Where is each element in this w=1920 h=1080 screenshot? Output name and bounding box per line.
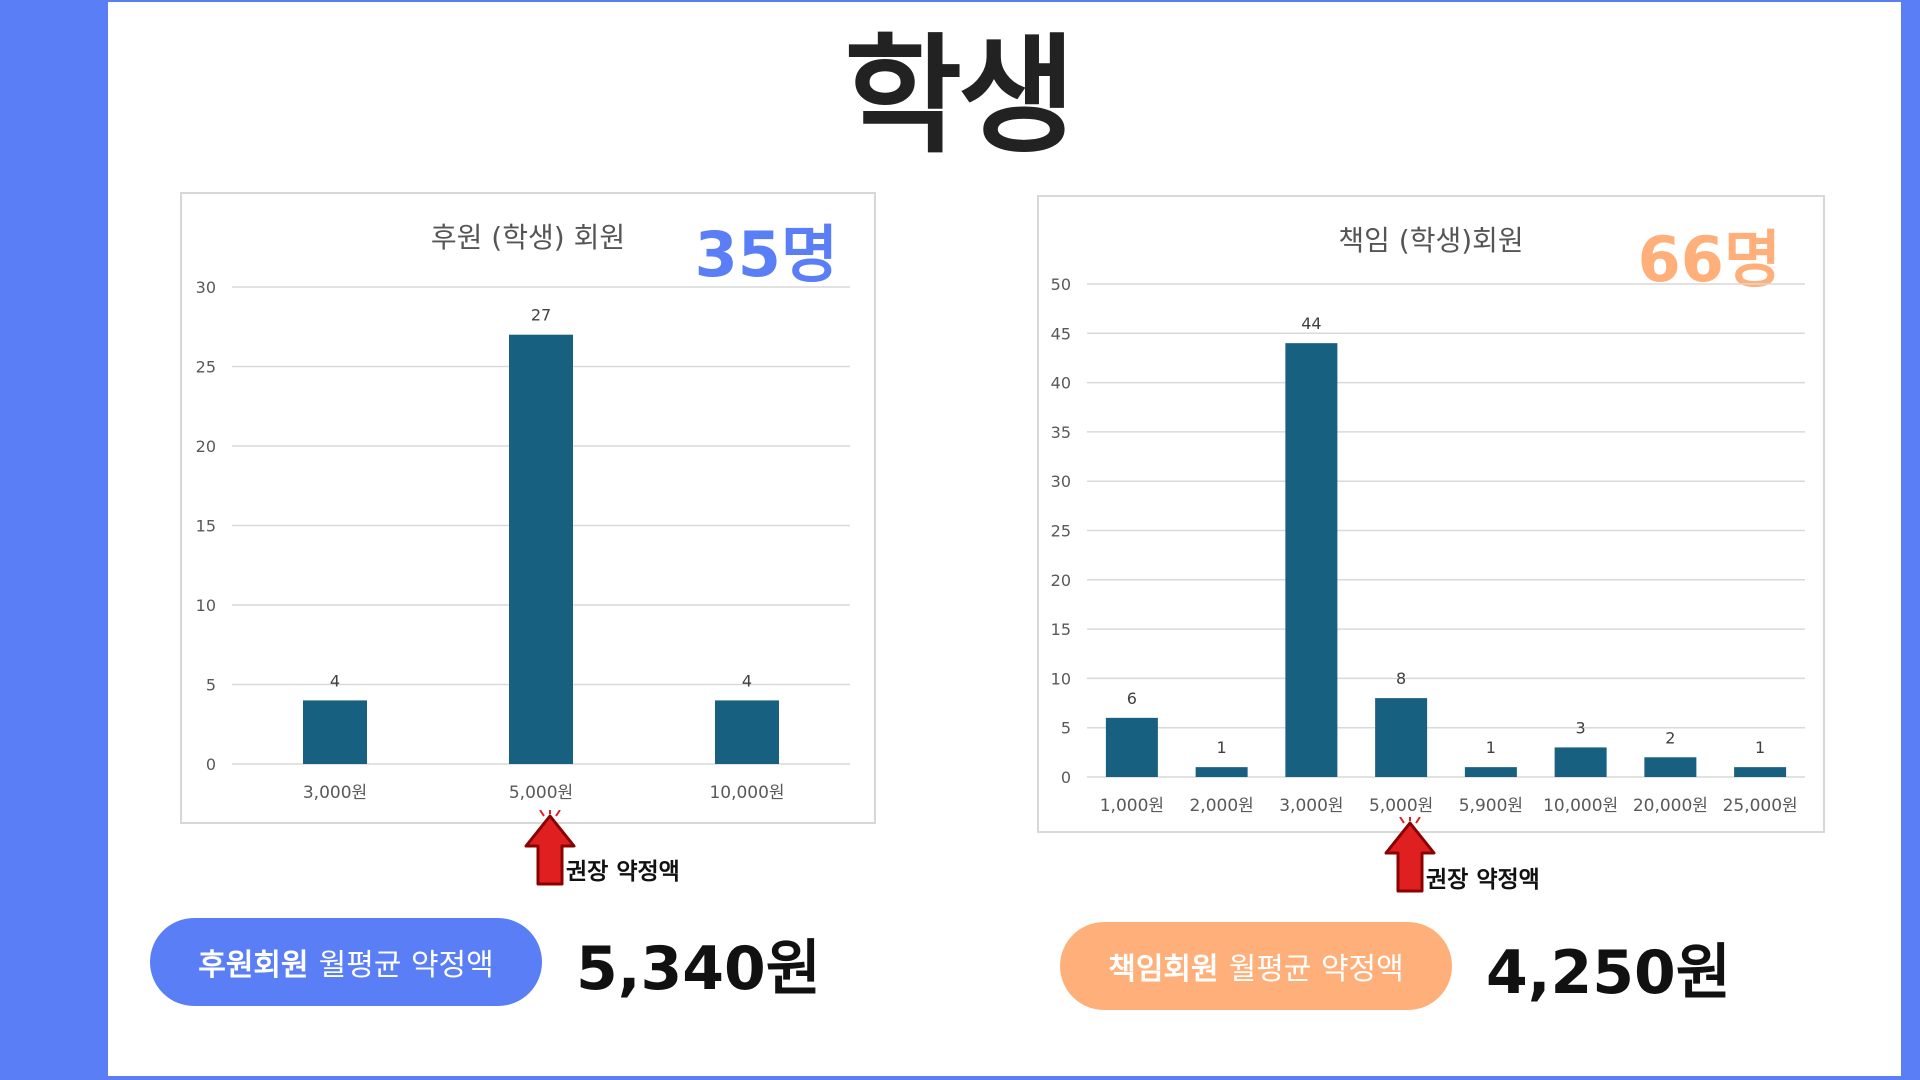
x-tick-label: 10,000원 bbox=[1543, 796, 1618, 816]
bar bbox=[1734, 767, 1787, 777]
x-tick-label: 1,000원 bbox=[1100, 796, 1164, 816]
y-tick-label: 20 bbox=[196, 437, 216, 456]
y-tick-label: 5 bbox=[1061, 719, 1071, 738]
y-tick-label: 30 bbox=[1051, 472, 1071, 491]
chart-left: 후원 (학생) 회원 35명 0 5 10 15 20 25 30 4 3,000원 27 5,00… bbox=[180, 192, 876, 824]
bar bbox=[715, 700, 779, 764]
chart-plot: 0 5 10 15 20 25 30 35 40 45 50 6 1,000원 1 2,000원 44 3,00… bbox=[1051, 275, 1805, 816]
slide: 학생 후원 (학생) 회원 35명 0 5 10 15 20 25 30 4 3,000원 27 5… bbox=[108, 2, 1901, 1076]
page-title: 학생 bbox=[844, 22, 1076, 171]
recommended-note: 권장 약정액 bbox=[566, 859, 680, 885]
y-tick-label: 10 bbox=[196, 596, 216, 615]
bar bbox=[1464, 767, 1517, 777]
y-tick-label: 5 bbox=[206, 676, 216, 695]
y-tick-label: 40 bbox=[1051, 374, 1071, 393]
bar bbox=[509, 334, 573, 764]
summary-label: 월평균 약정액 bbox=[1228, 952, 1404, 987]
y-tick-label: 15 bbox=[196, 517, 216, 536]
y-tick-label: 30 bbox=[196, 278, 216, 297]
y-tick-label: 10 bbox=[1051, 669, 1071, 688]
bar bbox=[1375, 698, 1428, 777]
data-label: 6 bbox=[1127, 689, 1137, 708]
chart-right: 책임 (학생)회원 66명 0 5 10 15 20 25 30 35 40 45 50 6 1,000… bbox=[1037, 195, 1825, 833]
bar bbox=[1105, 717, 1158, 777]
data-label: 4 bbox=[742, 671, 752, 690]
arrow-up-icon bbox=[1380, 815, 1440, 897]
x-tick-label: 3,000원 bbox=[303, 783, 367, 803]
y-tick-label: 45 bbox=[1051, 324, 1071, 343]
data-label: 8 bbox=[1396, 669, 1406, 688]
summary-label-strong: 후원회원 bbox=[198, 948, 309, 983]
data-label: 1 bbox=[1217, 738, 1227, 757]
y-tick-label: 50 bbox=[1051, 275, 1071, 294]
x-tick-label: 2,000원 bbox=[1189, 796, 1253, 816]
data-label: 3 bbox=[1576, 718, 1586, 737]
chart-title: 후원 (학생) 회원 bbox=[430, 221, 626, 254]
x-tick-label: 5,000원 bbox=[509, 783, 573, 803]
summary-badge-sponsor: 후원회원 월평균 약정액 bbox=[150, 918, 542, 1006]
chart-plot: 0 5 10 15 20 25 30 4 3,000원 27 5,000원 4 10,000원 bbox=[196, 278, 850, 803]
x-tick-label: 25,000원 bbox=[1723, 796, 1798, 816]
bar bbox=[1554, 747, 1607, 777]
data-label: 1 bbox=[1486, 738, 1496, 757]
y-tick-label: 0 bbox=[1061, 768, 1071, 787]
summary-label-strong: 책임회원 bbox=[1108, 952, 1219, 987]
x-tick-label: 20,000원 bbox=[1633, 796, 1708, 816]
member-count: 35명 bbox=[694, 218, 838, 291]
data-label: 4 bbox=[330, 671, 340, 690]
bar bbox=[1644, 757, 1697, 777]
bar bbox=[1285, 343, 1338, 777]
y-tick-label: 25 bbox=[196, 358, 216, 377]
bar bbox=[1195, 767, 1248, 777]
chart-title: 책임 (학생)회원 bbox=[1338, 224, 1524, 257]
y-tick-label: 20 bbox=[1051, 571, 1071, 590]
bar bbox=[303, 700, 367, 764]
x-tick-label: 3,000원 bbox=[1279, 796, 1343, 816]
y-tick-label: 35 bbox=[1051, 423, 1071, 442]
summary-label: 월평균 약정액 bbox=[318, 948, 494, 983]
x-tick-label: 10,000원 bbox=[709, 783, 784, 803]
summary-value: 4,250원 bbox=[1486, 938, 1731, 1008]
y-tick-label: 0 bbox=[206, 755, 216, 774]
data-label: 2 bbox=[1665, 728, 1675, 747]
y-tick-label: 25 bbox=[1051, 522, 1071, 541]
x-tick-label: 5,900원 bbox=[1459, 796, 1523, 816]
y-tick-label: 15 bbox=[1051, 620, 1071, 639]
summary-badge-responsible: 책임회원 월평균 약정액 bbox=[1060, 922, 1452, 1010]
data-label: 44 bbox=[1301, 314, 1321, 333]
x-tick-label: 5,000원 bbox=[1369, 796, 1433, 816]
data-label: 27 bbox=[531, 306, 551, 325]
recommended-note: 권장 약정액 bbox=[1426, 867, 1540, 893]
summary-value: 5,340원 bbox=[576, 934, 821, 1004]
data-label: 1 bbox=[1755, 738, 1765, 757]
